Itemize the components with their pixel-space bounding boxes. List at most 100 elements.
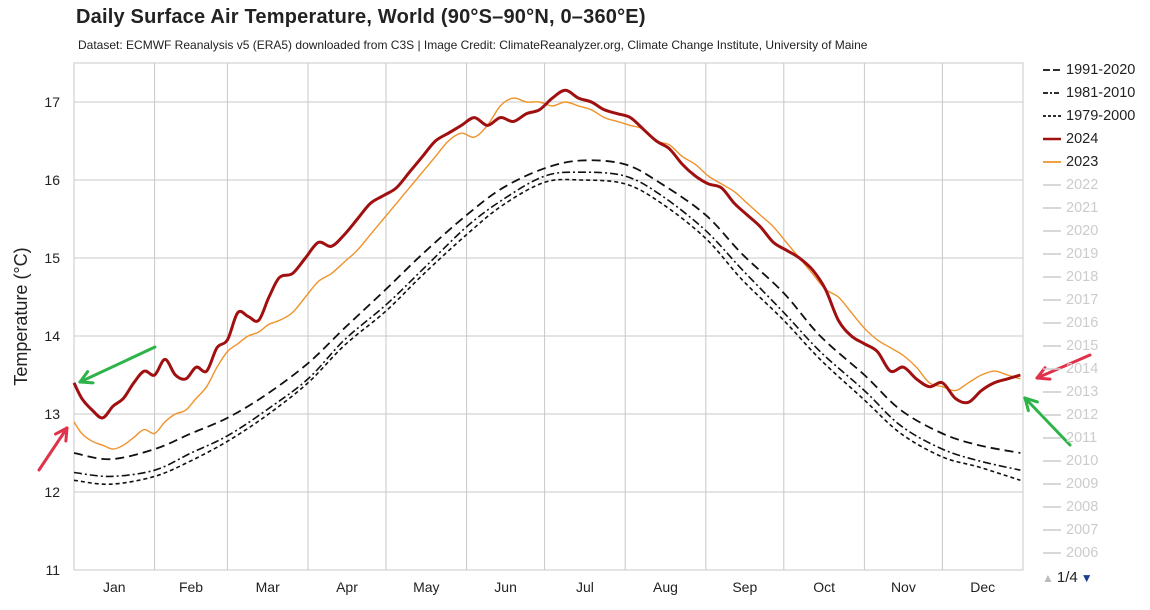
- legend-label: 2016: [1066, 314, 1099, 331]
- grid: [73, 62, 1024, 571]
- legend-swatch: [1043, 275, 1061, 278]
- legend-item-2016[interactable]: 2016: [1043, 311, 1150, 334]
- x-tick-label: Dec: [970, 579, 995, 595]
- legend-item-2013[interactable]: 2013: [1043, 380, 1150, 403]
- y-axis-label: Temperature (°C): [11, 247, 31, 385]
- annotation-arrowhead: [78, 380, 95, 385]
- legend-label: 2021: [1066, 199, 1099, 216]
- x-tick-label: Apr: [336, 579, 358, 595]
- legend-pager: ▲ 1/4 ▼: [1042, 569, 1093, 586]
- chart-subtitle: Dataset: ECMWF Reanalysis v5 (ERA5) down…: [78, 38, 868, 52]
- annotation-arrowhead: [1023, 396, 1030, 413]
- x-tick-label: Oct: [813, 579, 835, 595]
- legend-item-2012[interactable]: 2012: [1043, 403, 1150, 426]
- legend-label: 2017: [1066, 291, 1099, 308]
- legend-label: 2009: [1066, 475, 1099, 492]
- legend-label: 2014: [1066, 360, 1099, 377]
- legend-swatch: [1043, 551, 1061, 554]
- plot-border: [73, 62, 1024, 571]
- legend-item-2021[interactable]: 2021: [1043, 196, 1150, 219]
- y-tick-label: 15: [44, 250, 60, 266]
- legend-item-2020[interactable]: 2020: [1043, 219, 1150, 242]
- annotation-arrow: [1035, 353, 1092, 380]
- y-tick-label: 12: [44, 484, 60, 500]
- legend-item-2008[interactable]: 2008: [1043, 495, 1150, 518]
- legend-item-2022[interactable]: 2022: [1043, 173, 1150, 196]
- x-tick-label: Jun: [494, 579, 517, 595]
- series-line-1991-2020: [73, 159, 1021, 461]
- legend: 1991-2020 1981-2010 1979-2000 2024 2023 2022 2…: [1043, 58, 1150, 564]
- x-tick-label: May: [413, 579, 439, 595]
- legend-swatch: [1043, 137, 1061, 140]
- legend-label: 2022: [1066, 176, 1099, 193]
- legend-swatch: [1043, 367, 1061, 370]
- annotation-arrowhead: [1035, 366, 1047, 380]
- annotation-arrow: [37, 426, 69, 472]
- legend-label: 2010: [1066, 452, 1099, 469]
- legend-swatch: [1043, 482, 1061, 485]
- page-indicator: 1/4: [1056, 569, 1078, 586]
- x-tick-label: Jan: [103, 579, 126, 595]
- y-tick-label: 14: [44, 328, 60, 344]
- y-tick-label: 13: [44, 406, 60, 422]
- legend-label: 2023: [1066, 153, 1099, 170]
- legend-item-2017[interactable]: 2017: [1043, 288, 1150, 311]
- legend-swatch: [1043, 436, 1061, 439]
- legend-label: 2011: [1066, 429, 1098, 446]
- legend-label: 2008: [1066, 498, 1099, 515]
- legend-item-2014[interactable]: 2014: [1043, 357, 1150, 380]
- axes: 11 12 13 14 15 16 17 Jan Feb Mar Apr May Jun Jul Aug Se…: [11, 94, 995, 595]
- legend-swatch: [1043, 206, 1061, 209]
- legend-item-2009[interactable]: 2009: [1043, 472, 1150, 495]
- legend-label: 2019: [1066, 245, 1099, 262]
- series-line-1979-2000: [73, 178, 1021, 486]
- legend-item-2015[interactable]: 2015: [1043, 334, 1150, 357]
- series-line-2023: [73, 97, 1021, 450]
- series-line-1981-2010: [73, 171, 1021, 478]
- legend-item-2018[interactable]: 2018: [1043, 265, 1150, 288]
- x-tick-label: Mar: [256, 579, 280, 595]
- legend-swatch: [1043, 68, 1061, 71]
- page-down-icon[interactable]: ▼: [1080, 570, 1093, 585]
- legend-item-2023[interactable]: 2023: [1043, 150, 1150, 173]
- legend-item-2006[interactable]: 2006: [1043, 541, 1150, 564]
- legend-swatch: [1043, 229, 1061, 232]
- annotation-arrow: [1023, 396, 1072, 447]
- legend-label: 2013: [1066, 383, 1099, 400]
- legend-label: 2012: [1066, 406, 1099, 423]
- legend-item-1991-2020[interactable]: 1991-2020: [1043, 58, 1150, 81]
- legend-label: 2007: [1066, 521, 1099, 538]
- annotation-arrowhead: [78, 370, 90, 384]
- x-tick-label: Feb: [179, 579, 203, 595]
- annotation-arrowhead: [53, 426, 69, 436]
- annotation-arrowhead: [1035, 376, 1052, 381]
- chart-title: Daily Surface Air Temperature, World (90…: [76, 6, 646, 28]
- x-tick-label: Sep: [732, 579, 757, 595]
- legend-item-2007[interactable]: 2007: [1043, 518, 1150, 541]
- legend-item-1981-2010[interactable]: 1981-2010: [1043, 81, 1150, 104]
- legend-swatch: [1043, 160, 1061, 163]
- legend-swatch: [1043, 390, 1061, 393]
- legend-swatch: [1043, 114, 1061, 117]
- legend-item-2010[interactable]: 2010: [1043, 449, 1150, 472]
- legend-swatch: [1043, 183, 1061, 186]
- y-tick-label: 16: [44, 172, 60, 188]
- legend-item-1979-2000[interactable]: 1979-2000: [1043, 104, 1150, 127]
- x-tick-label: Jul: [576, 579, 594, 595]
- legend-item-2024[interactable]: 2024: [1043, 127, 1150, 150]
- legend-item-2011[interactable]: 2011: [1043, 426, 1150, 449]
- legend-label: 2020: [1066, 222, 1099, 239]
- legend-swatch: [1043, 91, 1061, 94]
- legend-swatch: [1043, 528, 1061, 531]
- annotation-arrow: [78, 345, 157, 384]
- legend-item-2019[interactable]: 2019: [1043, 242, 1150, 265]
- legend-swatch: [1043, 298, 1061, 301]
- y-tick-label: 17: [44, 94, 60, 110]
- legend-swatch: [1043, 413, 1061, 416]
- x-tick-label: Nov: [891, 579, 916, 595]
- legend-swatch: [1043, 505, 1061, 508]
- legend-swatch: [1043, 344, 1061, 347]
- legend-swatch: [1043, 321, 1061, 324]
- legend-label: 2006: [1066, 544, 1099, 561]
